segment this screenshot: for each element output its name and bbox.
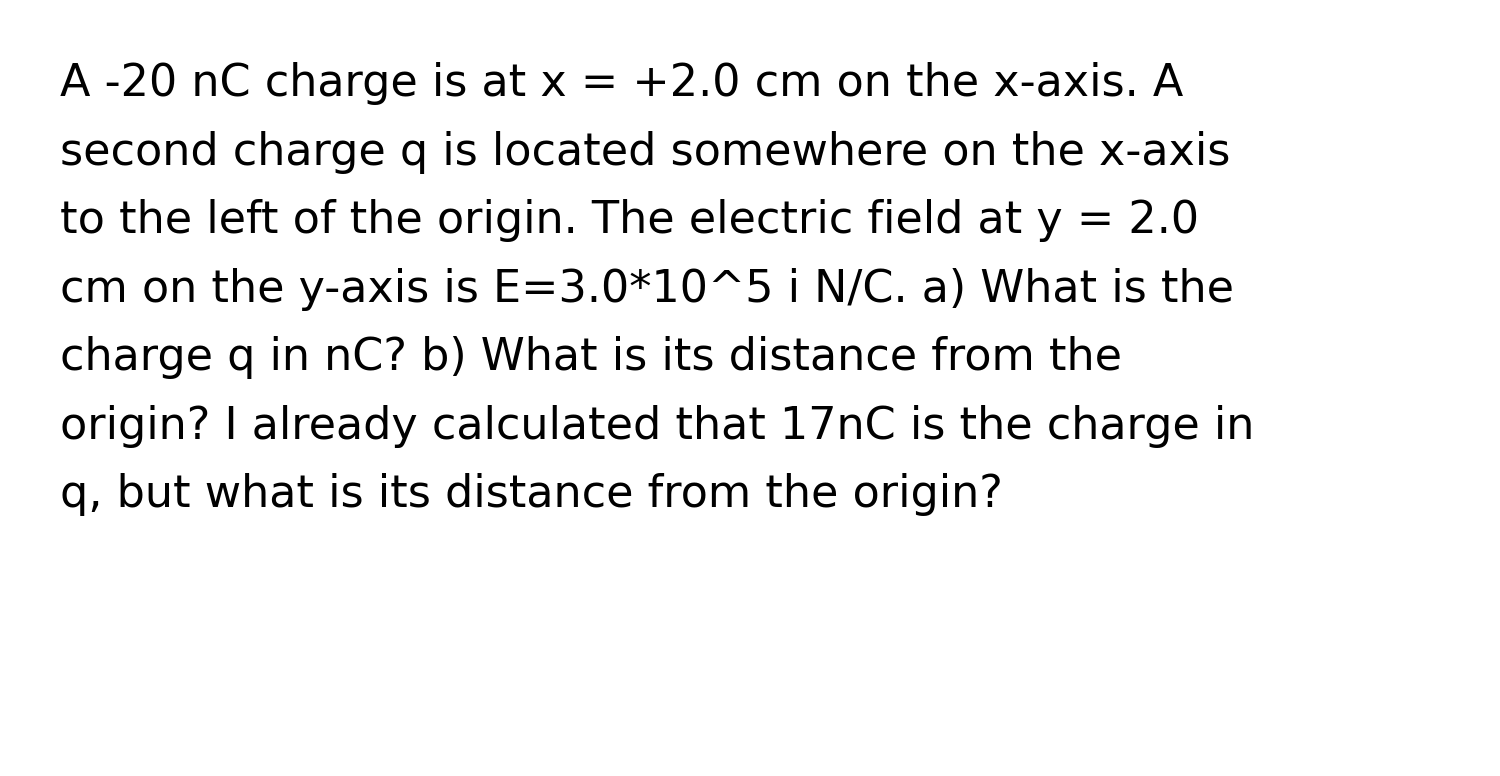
Text: A -20 nC charge is at x = +2.0 cm on the x-axis. A
second charge q is located so: A -20 nC charge is at x = +2.0 cm on the… [60,62,1254,516]
